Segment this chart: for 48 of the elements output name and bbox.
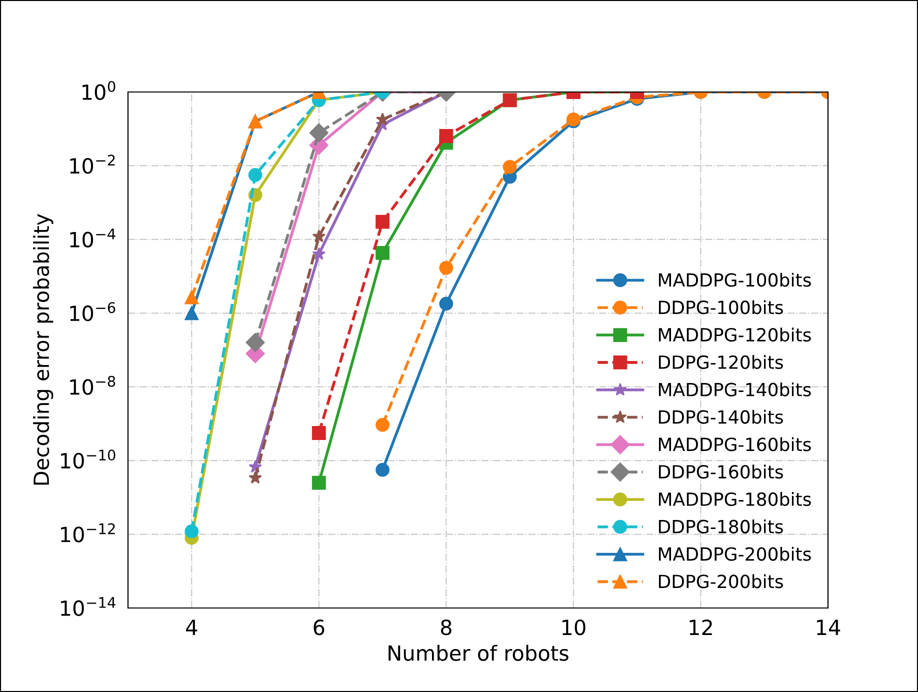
point	[248, 470, 262, 484]
point	[312, 426, 326, 440]
legend-label: DDPG-120bits	[658, 355, 783, 370]
point	[184, 524, 199, 538]
point	[439, 129, 454, 143]
point	[246, 332, 265, 352]
y-tick-label: 10$^{−4}$	[70, 228, 116, 248]
legend-label: DDPG-180bits	[658, 519, 783, 534]
point	[376, 214, 390, 229]
legend-label: MADDPG-120bits	[658, 328, 811, 342]
x-tick-label: 4	[186, 620, 198, 635]
legend-label: MADDPG-180bits	[658, 492, 811, 506]
x-axis-title: Number of robots	[388, 644, 568, 661]
x-tick-label: 14	[817, 620, 840, 635]
legend-label: MADDPG-100bits	[658, 272, 811, 287]
y-tick-label: 10$^{−6}$	[70, 302, 116, 322]
y-tick-label: 10$^{0}$	[82, 80, 116, 100]
point	[248, 168, 262, 182]
y-tick-label: 10$^{−12}$	[61, 523, 115, 542]
y-axis-title: Decoding error probability	[33, 214, 54, 485]
y-tick-label: 10$^{−14}$	[61, 597, 116, 616]
point	[439, 296, 454, 311]
point	[376, 112, 390, 126]
x-tick-label: 10	[562, 619, 586, 636]
y-tick-label: 10$^{−8}$	[70, 376, 116, 395]
x-tick-label: 12	[690, 619, 712, 635]
point	[376, 462, 390, 477]
point	[312, 230, 326, 242]
point	[439, 260, 454, 275]
y-tick-label: 10$^{−10}$	[61, 450, 116, 469]
point	[309, 123, 328, 142]
legend-label: DDPG-100bits	[658, 300, 783, 314]
point	[502, 160, 517, 174]
legend-label: MADDPG-160bits	[658, 437, 811, 452]
legend-label: MADDPG-140bits	[658, 382, 811, 396]
x-tick-label: 6	[314, 619, 324, 636]
point	[312, 476, 326, 490]
legend-label: DDPG-140bits	[658, 410, 783, 424]
x-tick-label: 8	[440, 619, 452, 636]
legend-label: DDPG-200bits	[658, 574, 783, 588]
legend-label: DDPG-160bits	[658, 464, 783, 479]
point	[184, 306, 199, 320]
legend-label: MADDPG-200bits	[658, 546, 811, 561]
y-tick-label: 10$^{−2}$	[70, 154, 115, 174]
point	[184, 290, 199, 304]
point	[376, 246, 390, 260]
point	[376, 418, 390, 432]
point	[312, 247, 326, 260]
